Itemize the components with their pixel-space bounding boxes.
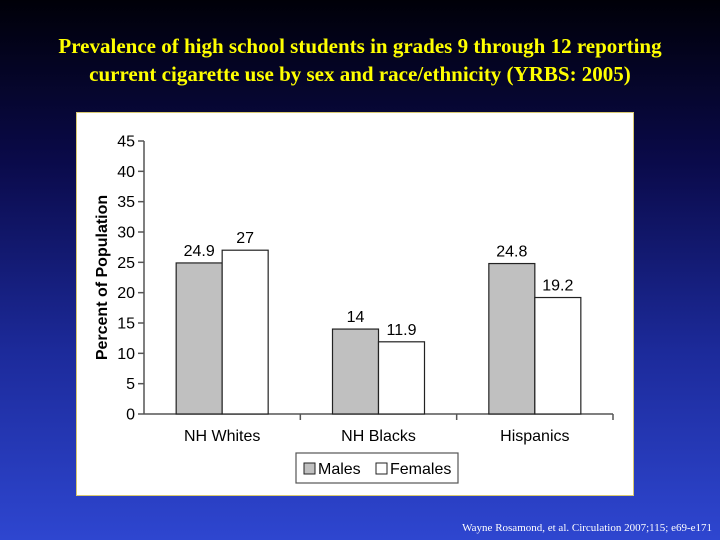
x-tick-label: Hispanics <box>500 428 569 445</box>
citation: Wayne Rosamond, et al. Circulation 2007;… <box>462 522 712 534</box>
slide-title: Prevalence of high school students in gr… <box>0 32 720 88</box>
slide-title-line2: current cigarette use by sex and race/et… <box>89 62 631 86</box>
y-axis-title: Percent of Population <box>94 195 111 360</box>
x-tick-label: NH Blacks <box>341 428 416 445</box>
y-tick-label: 25 <box>117 255 135 272</box>
data-label: 19.2 <box>542 278 573 295</box>
bar-chart: 0 5 10 15 20 25 30 35 40 45 Percent of Population 2… <box>94 134 614 484</box>
y-tick-label: 45 <box>117 134 135 151</box>
data-label: 14 <box>347 309 365 326</box>
bar-females <box>377 341 426 415</box>
y-tick-label: 35 <box>117 194 135 211</box>
slide-title-line1: Prevalence of high school students in gr… <box>58 34 662 58</box>
bar-males <box>331 328 380 415</box>
data-label: 11.9 <box>387 322 417 339</box>
y-tick-label: 30 <box>117 225 135 242</box>
data-label: 27 <box>236 230 254 247</box>
y-tick-label: 40 <box>117 164 135 181</box>
y-tick-label: 20 <box>117 285 135 302</box>
legend-label-males: Males <box>318 461 361 478</box>
legend-swatch-females <box>375 462 388 475</box>
bar-males <box>175 262 223 415</box>
bar-females <box>221 249 269 415</box>
y-tick-label: 10 <box>117 346 135 363</box>
data-label: 24.9 <box>184 243 215 260</box>
legend-label-females: Females <box>390 461 451 478</box>
bar-females <box>534 296 582 415</box>
bar-males <box>488 262 536 415</box>
data-label: 24.8 <box>496 244 527 261</box>
y-tick-label: 0 <box>126 407 135 424</box>
legend-swatch-males <box>303 462 316 475</box>
x-tick-label: NH Whites <box>184 428 260 445</box>
chart-panel: 0 5 10 15 20 25 30 35 40 45 Percent of Population 2… <box>76 112 634 496</box>
y-tick-label: 5 <box>126 376 135 393</box>
y-tick-label: 15 <box>117 316 135 333</box>
